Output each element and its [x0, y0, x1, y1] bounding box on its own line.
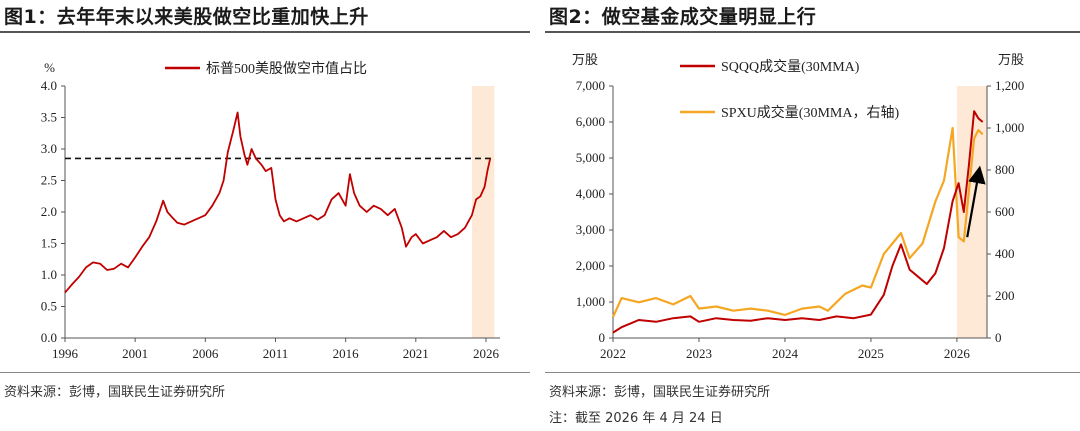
series-line-sqqq: [612, 110, 984, 334]
x-tick-label: 2016: [333, 346, 360, 361]
y-tick-label-left: 4,000: [576, 186, 605, 201]
y-tick-label-left: 5,000: [576, 150, 605, 165]
note-right: 注：截至 2026 年 4 月 24 日: [549, 411, 723, 426]
y-axis-unit-right: 万股: [998, 52, 1024, 67]
x-tick-label: 2026: [473, 346, 500, 361]
y-tick-label: 1.5: [41, 236, 57, 251]
x-tick-label: 1996: [52, 346, 79, 361]
y-axis-unit-left: 万股: [572, 52, 598, 67]
source-left: 资料来源：彭博，国联民生证券研究所: [4, 385, 226, 400]
x-tick-label: 2026: [944, 346, 971, 361]
source-right: 资料来源：彭博，国联民生证券研究所: [549, 385, 771, 400]
y-tick-label: 2.0: [41, 204, 57, 219]
chart-title-left: 图1：去年年末以来美股做空比重加快上升: [4, 6, 369, 28]
chart-panel-right: 图2：做空基金成交量明显上行 0 1,000 2,000 3,000 4,000 5,00…: [545, 0, 1080, 431]
y-tick-label-right: 0: [995, 330, 1002, 345]
legend-label-short-share: 标普500美股做空市值占比: [206, 60, 367, 77]
y-tick-label: 3.0: [41, 141, 57, 156]
y-tick-label-left: 2,000: [576, 258, 605, 273]
y-tick-label-left: 7,000: [576, 78, 605, 93]
x-tick-label: 2025: [858, 346, 884, 361]
y-tick-label-right: 200: [995, 288, 1015, 303]
x-tick-label: 2023: [686, 346, 712, 361]
y-tick-label: 1.0: [41, 267, 57, 282]
y-tick-label-right: 400: [995, 246, 1015, 261]
y-tick-label-left: 1,000: [576, 294, 605, 309]
y-tick-label-right: 1,200: [995, 78, 1024, 93]
x-tick-label: 2011: [263, 346, 289, 361]
y-tick-label: 0.5: [41, 299, 57, 314]
legend-label-sqqq: SQQQ成交量(30MMA): [721, 58, 860, 75]
y-tick-label-left: 6,000: [576, 114, 605, 129]
chart-panel-left: 图1：去年年末以来美股做空比重加快上升 0.0 0.5 1.0 1.5 2.0 2.5 3.…: [0, 0, 530, 431]
title-rule-left: [0, 31, 530, 33]
y-tick-label-left: 3,000: [576, 222, 605, 237]
series-line-short-share: [64, 111, 492, 294]
footer-rule-right: [545, 372, 1080, 373]
highlight-band: [471, 86, 495, 338]
y-tick-label: 4.0: [41, 78, 57, 93]
y-tick-label: 2.5: [41, 173, 57, 188]
x-tick-label: 2024: [772, 346, 799, 361]
y-tick-label: 3.5: [41, 110, 57, 125]
title-rule-right: [545, 31, 1080, 33]
chart-right: 0 1,000 2,000 3,000 4,000 5,000 6,000 7,000 0 200…: [572, 52, 1024, 361]
y-tick-label: 0.0: [41, 330, 57, 345]
x-tick-label: 2021: [403, 346, 429, 361]
x-tick-label: 2022: [600, 346, 626, 361]
y-tick-label-right: 1,000: [995, 120, 1024, 135]
y-tick-label-left: 0: [599, 330, 606, 345]
trend-arrow: [966, 165, 986, 238]
y-tick-label-right: 600: [995, 204, 1015, 219]
y-tick-label-right: 800: [995, 162, 1015, 177]
chart-left: 0.0 0.5 1.0 1.5 2.0 2.5 3.0 3.5 4.0 1996 2001 2006 2…: [41, 60, 500, 361]
chart-title-right: 图2：做空基金成交量明显上行: [549, 6, 817, 28]
series-line-spxu: [611, 126, 984, 318]
legend-label-spxu: SPXU成交量(30MMA，右轴): [721, 104, 899, 121]
y-axis-unit: %: [44, 60, 55, 75]
x-tick-label: 2006: [192, 346, 219, 361]
x-tick-label: 2001: [122, 346, 148, 361]
footer-rule-left: [0, 372, 530, 373]
